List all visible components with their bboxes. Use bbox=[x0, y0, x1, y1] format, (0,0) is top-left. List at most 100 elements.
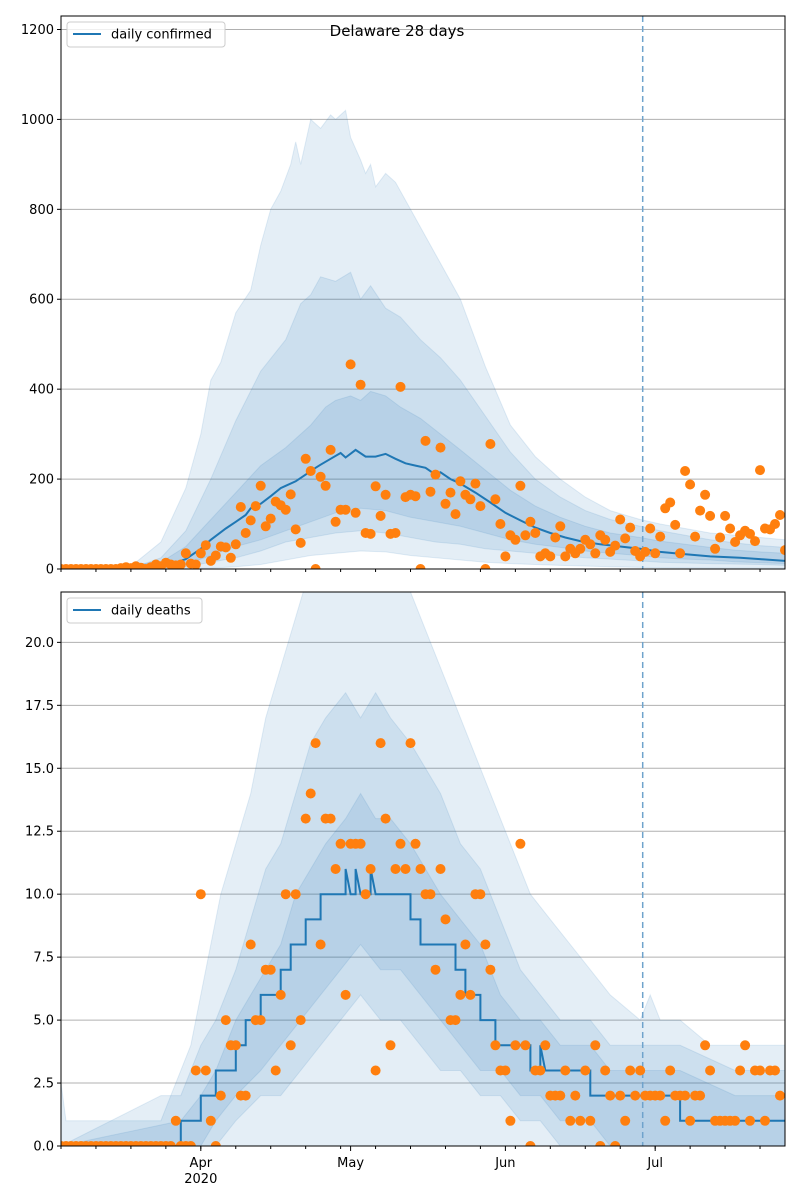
deaths-observed-point bbox=[205, 1115, 216, 1126]
deaths-y-tick-label: 2.5 bbox=[33, 1077, 54, 1092]
confirmed-y-tick-label: 0 bbox=[46, 563, 54, 578]
confirmed-observed-point bbox=[625, 522, 636, 533]
confirmed-observed-point bbox=[415, 564, 426, 569]
confirmed-observed-point bbox=[480, 564, 491, 569]
confirmed-observed-point bbox=[425, 486, 436, 497]
deaths-observed-point bbox=[255, 1015, 266, 1026]
deaths-x-tick-year-label: 2020 bbox=[184, 1172, 217, 1187]
confirmed-y-tick-label: 800 bbox=[29, 203, 54, 218]
deaths-panel: 0.0 2.5 5.0 7.5 10.0 12.5 15.0 17.5 20.0 Apr2020… bbox=[25, 591, 786, 1187]
confirmed-observed-point bbox=[285, 489, 296, 500]
confirmed-observed-point bbox=[420, 435, 431, 446]
deaths-legend-box bbox=[66, 597, 203, 624]
confirmed-observed-point bbox=[225, 552, 236, 563]
deaths-observed-point bbox=[290, 889, 301, 900]
deaths-observed-point bbox=[265, 964, 276, 975]
deaths-observed-point bbox=[430, 964, 441, 975]
deaths-observed-point bbox=[270, 1065, 281, 1076]
confirmed-median-line-group bbox=[61, 448, 785, 569]
confirmed-observed-point bbox=[685, 479, 696, 490]
confirmed-observed-point bbox=[260, 521, 271, 532]
deaths-observed-point bbox=[490, 1040, 501, 1051]
deaths-observed-point bbox=[575, 1115, 586, 1126]
deaths-observed-point bbox=[275, 989, 286, 1000]
confirmed-observed-point bbox=[650, 548, 661, 559]
confirmed-observed-point bbox=[395, 381, 406, 392]
deaths-observed-point bbox=[215, 1090, 226, 1101]
deaths-observed-point bbox=[525, 1141, 536, 1146]
confirmed-legend-box bbox=[66, 21, 226, 48]
confirmed-observed-point bbox=[545, 551, 556, 562]
deaths-observed-point bbox=[380, 813, 391, 824]
confirmed-observed-point bbox=[550, 532, 561, 543]
deaths-observed-point bbox=[475, 889, 486, 900]
deaths-observed-point bbox=[565, 1115, 576, 1126]
confirmed-observed-point bbox=[500, 551, 511, 562]
deaths-x-tick-label: Jun bbox=[494, 1156, 515, 1171]
confirmed-uncertainty-bands bbox=[61, 109, 785, 569]
deaths-x-tick-label: Apr bbox=[190, 1156, 213, 1171]
confirmed-observed-point bbox=[210, 550, 221, 561]
deaths-observed-point bbox=[705, 1065, 716, 1076]
confirmed-observed-point bbox=[180, 548, 191, 559]
confirmed-legend-label: daily confirmed bbox=[111, 28, 212, 43]
confirmed-observed-point bbox=[435, 442, 446, 453]
confirmed-observed-point bbox=[475, 501, 486, 512]
confirmed-y-tick-label: 600 bbox=[29, 293, 54, 308]
deaths-observed-point bbox=[455, 989, 466, 1000]
confirmed-observed-point bbox=[680, 466, 691, 476]
confirmed-observed-point bbox=[315, 471, 326, 482]
deaths-observed-point bbox=[405, 738, 416, 749]
deaths-observed-point bbox=[580, 1065, 591, 1076]
deaths-observed-point bbox=[375, 738, 386, 749]
deaths-legend-label: daily deaths bbox=[111, 604, 191, 619]
deaths-observed-point bbox=[415, 864, 426, 874]
confirmed-observed-point bbox=[445, 487, 456, 498]
deaths-observed-point bbox=[370, 1065, 381, 1076]
deaths-axes-frame bbox=[60, 591, 786, 1147]
confirmed-observed-point bbox=[780, 545, 785, 556]
confirmed-observed-point bbox=[350, 507, 361, 518]
deaths-y-tick-label: 20.0 bbox=[25, 636, 54, 651]
confirmed-observed-point bbox=[345, 359, 356, 370]
confirmed-observed-point bbox=[305, 466, 316, 476]
confirmed-observed-point bbox=[585, 539, 596, 550]
confirmed-observed-point bbox=[190, 559, 201, 569]
confirmed-observed-point bbox=[230, 539, 241, 550]
confirmed-observed-point bbox=[440, 498, 451, 509]
deaths-observed-point bbox=[635, 1065, 646, 1076]
confirmed-observed-point bbox=[325, 444, 336, 455]
confirmed-observed-point bbox=[200, 540, 211, 551]
deaths-observed-point bbox=[695, 1090, 706, 1101]
deaths-observed-point bbox=[410, 838, 421, 849]
deaths-observed-point bbox=[630, 1090, 641, 1101]
confirmed-observed-point bbox=[380, 489, 391, 500]
confirmed-observed-point bbox=[655, 531, 666, 542]
deaths-observed-point bbox=[660, 1115, 671, 1126]
confirmed-observed-point bbox=[295, 537, 306, 548]
confirmed-observed-point bbox=[590, 548, 601, 559]
confirmed-observed-point bbox=[455, 476, 466, 487]
deaths-observed-point bbox=[340, 989, 351, 1000]
confirmed-observed-points bbox=[61, 359, 785, 569]
deaths-observed-point bbox=[625, 1065, 636, 1076]
deaths-observed-point bbox=[755, 1065, 765, 1076]
deaths-observed-point bbox=[465, 989, 476, 1000]
confirmed-observed-point bbox=[715, 532, 726, 543]
deaths-observed-point bbox=[775, 1090, 785, 1101]
deaths-observed-point bbox=[230, 1040, 241, 1051]
confirmed-observed-point bbox=[530, 528, 541, 538]
deaths-observed-point bbox=[170, 1115, 181, 1126]
confirmed-observed-point bbox=[525, 516, 536, 527]
confirmed-observed-point bbox=[280, 504, 291, 515]
confirmed-observed-point bbox=[340, 504, 351, 515]
deaths-observed-point bbox=[515, 838, 526, 849]
deaths-y-tick-label: 17.5 bbox=[25, 699, 54, 714]
deaths-observed-point bbox=[510, 1040, 521, 1051]
deaths-observed-point bbox=[440, 914, 451, 925]
confirmed-median-line bbox=[61, 448, 785, 569]
deaths-y-tick-label: 7.5 bbox=[33, 951, 54, 966]
confirmed-observed-point bbox=[510, 534, 521, 545]
deaths-observed-point bbox=[680, 1090, 691, 1101]
